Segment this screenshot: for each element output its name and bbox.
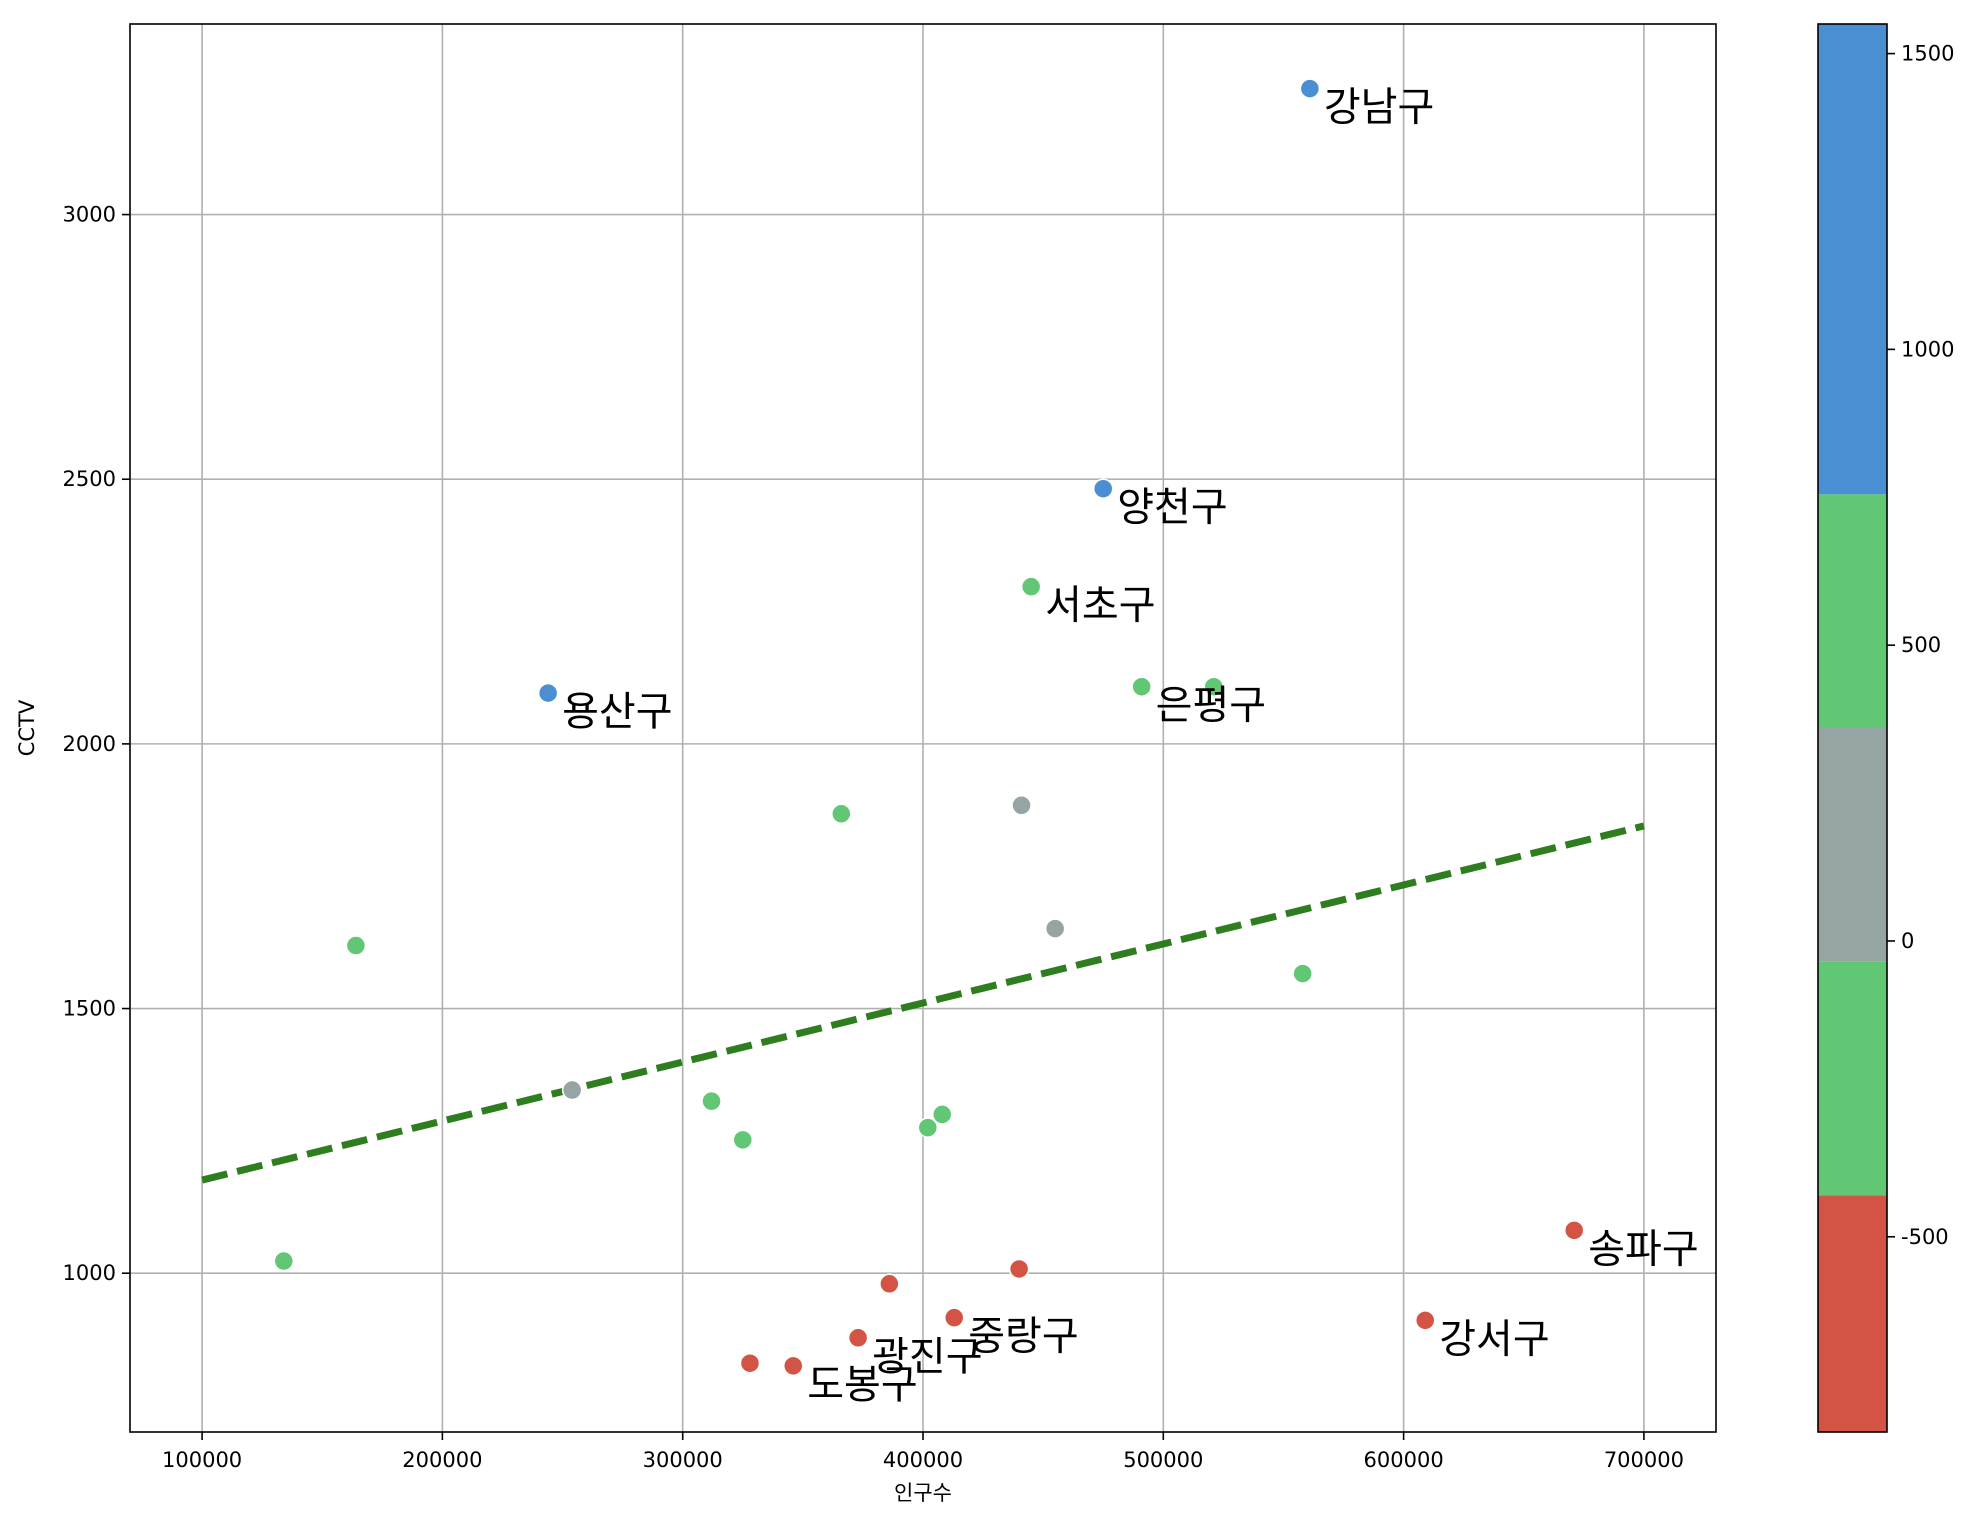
colorbar-band — [1818, 728, 1887, 962]
data-point — [831, 803, 852, 825]
y-tick-label: 1500 — [63, 997, 116, 1021]
point-label: 양천구 — [1117, 485, 1227, 531]
x-tick-label: 500000 — [1123, 1448, 1203, 1472]
data-point — [1008, 1258, 1030, 1280]
y-tick-label: 1000 — [63, 1261, 116, 1285]
point-label: 서초구 — [1045, 583, 1155, 629]
data-point — [561, 1079, 583, 1101]
x-axis: 100000 200000 300000 400000 500000 600000 7000… — [162, 1432, 1684, 1472]
y-tick-label: 2500 — [63, 467, 116, 491]
data-point — [1292, 963, 1313, 984]
colorbar-band — [1818, 494, 1887, 728]
data-point — [1011, 795, 1032, 816]
point-label: 광진구 — [872, 1334, 982, 1380]
data-point — [847, 1327, 869, 1349]
data-point — [732, 1129, 754, 1151]
data-point — [701, 1090, 722, 1112]
plot-points — [273, 78, 1585, 1377]
colorbar-tick-label: 1000 — [1901, 337, 1954, 361]
data-point — [943, 1307, 965, 1328]
data-point — [1020, 576, 1042, 597]
data-point — [931, 1104, 953, 1125]
point-label: 용산구 — [562, 689, 672, 735]
x-tick-label: 100000 — [162, 1448, 242, 1472]
colorbar-frame — [1817, 23, 1888, 1433]
data-point — [1563, 1220, 1585, 1241]
plot-grid — [130, 24, 1716, 1432]
data-point — [917, 1117, 939, 1138]
point-label: 은평구 — [1156, 683, 1266, 729]
data-point — [1092, 478, 1114, 499]
point-label: 강남구 — [1324, 85, 1434, 131]
data-point — [345, 935, 367, 956]
data-point — [1414, 1310, 1436, 1331]
colorbar-tick-label: 0 — [1901, 929, 1914, 953]
x-axis-label: 인구수 — [894, 1481, 952, 1505]
data-point — [1131, 676, 1152, 697]
colorbar-tick-label: 500 — [1901, 633, 1941, 657]
point-label: 도봉구 — [807, 1362, 917, 1408]
trend-line — [201, 822, 1645, 1184]
x-tick-label: 400000 — [883, 1448, 963, 1472]
y-axis-label: CCTV — [15, 699, 39, 756]
data-point — [1203, 676, 1225, 697]
colorbar-band — [1818, 24, 1887, 495]
data-point — [879, 1273, 900, 1295]
x-tick-label: 200000 — [402, 1448, 482, 1472]
data-point — [273, 1250, 295, 1272]
data-point — [537, 682, 559, 704]
x-tick-label: 700000 — [1604, 1448, 1684, 1472]
point-label: 중랑구 — [968, 1314, 1078, 1360]
data-point — [739, 1352, 761, 1374]
colorbar: -500 0 500 1000 1500 — [1817, 23, 1954, 1433]
x-tick-label: 300000 — [643, 1448, 723, 1472]
colorbar-tick-label: 1500 — [1901, 42, 1954, 66]
colorbar-band — [1818, 1195, 1887, 1432]
colorbar-tick-label: -500 — [1901, 1225, 1949, 1249]
point-label: 송파구 — [1588, 1226, 1698, 1272]
data-point — [782, 1355, 804, 1377]
colorbar-band — [1818, 961, 1887, 1196]
y-axis: 1000 1500 2000 2500 3000 — [63, 203, 130, 1285]
y-tick-label: 2000 — [63, 732, 116, 756]
data-point — [1044, 918, 1066, 939]
data-point — [1299, 78, 1321, 99]
y-tick-label: 3000 — [63, 203, 116, 227]
point-label: 강서구 — [1439, 1316, 1549, 1362]
x-tick-label: 600000 — [1364, 1448, 1444, 1472]
